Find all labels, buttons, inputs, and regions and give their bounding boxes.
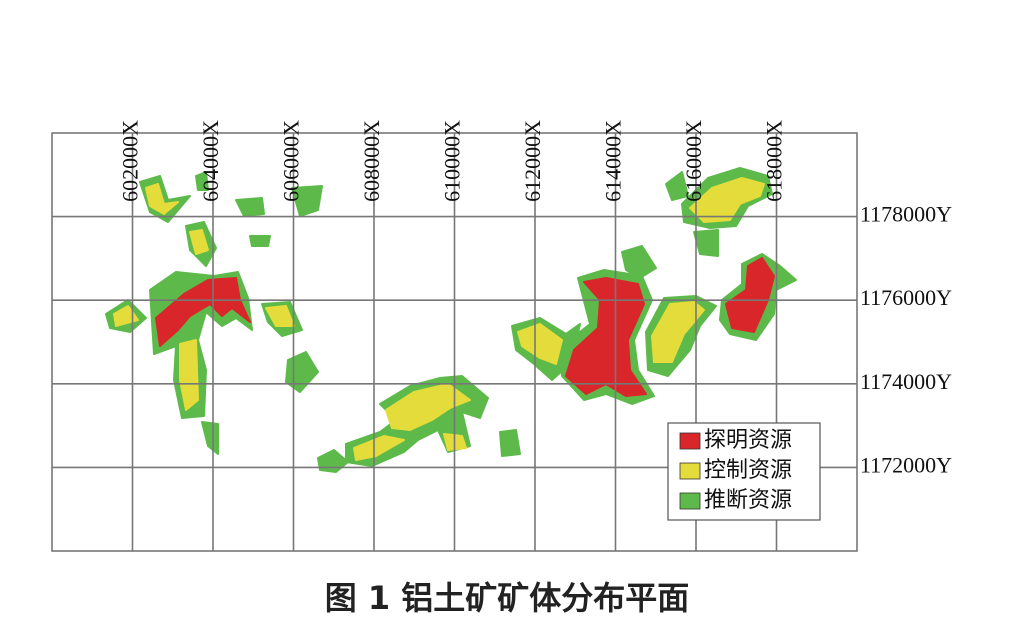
ore-body	[155, 277, 251, 347]
ore-body	[249, 235, 271, 247]
ore-body	[689, 177, 765, 223]
ore-body	[353, 435, 405, 461]
ore-body	[693, 229, 719, 257]
x-coordinate-label: 604000X	[198, 120, 223, 202]
ore-body	[651, 301, 705, 363]
x-coordinate-label: 602000X	[118, 120, 143, 202]
x-coordinate-label: 608000X	[359, 120, 384, 202]
legend-label: 推断资源	[704, 488, 792, 513]
legend-label: 控制资源	[704, 458, 792, 483]
ore-body	[621, 245, 657, 279]
legend-label: 探明资源	[704, 428, 792, 453]
ore-body	[189, 229, 209, 255]
x-coordinate-label: 606000X	[279, 120, 304, 202]
x-coordinate-label: 614000X	[601, 120, 626, 202]
ore-bodies	[105, 167, 797, 473]
x-coordinate-label: 618000X	[762, 120, 787, 202]
x-coordinate-label: 612000X	[520, 120, 545, 202]
legend-swatch	[679, 432, 701, 450]
legend-swatch	[679, 492, 701, 510]
x-coordinate-label: 610000X	[440, 120, 465, 202]
ore-body	[179, 339, 199, 411]
grid	[52, 133, 857, 551]
ore-body	[385, 383, 471, 431]
y-coordinate-label: 1172000Y	[860, 452, 952, 477]
ore-body	[499, 429, 521, 457]
ore-body	[565, 277, 647, 397]
coordinate-labels: 602000X 604000X 606000X 608000X 610000X 61200…	[118, 120, 953, 478]
ore-body	[195, 171, 209, 191]
ore-body	[725, 257, 775, 333]
ore-body	[145, 183, 179, 215]
caption: 图 1 铝土矿矿体分布平面	[325, 579, 690, 617]
ore-body	[665, 171, 689, 201]
ore-body	[235, 197, 265, 217]
ore-body	[291, 185, 323, 217]
ore-body	[517, 323, 563, 365]
y-coordinate-label: 1176000Y	[860, 285, 952, 310]
legend-swatch	[679, 462, 701, 480]
y-coordinate-label: 1174000Y	[860, 369, 952, 394]
y-coordinate-label: 1178000Y	[860, 202, 952, 227]
x-coordinate-label: 616000X	[681, 120, 706, 202]
